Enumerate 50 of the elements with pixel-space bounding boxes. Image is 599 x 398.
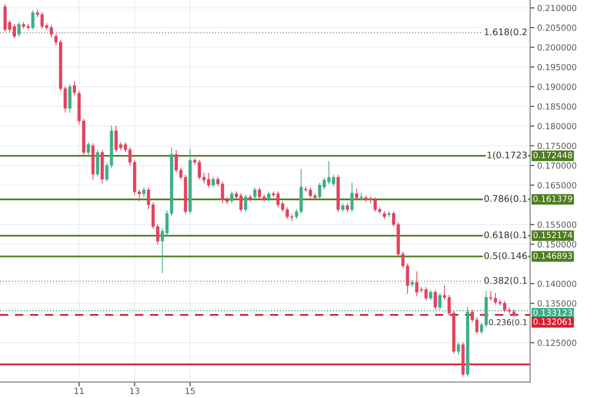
y-tick-label: 0.190000 (538, 84, 576, 90)
candlestick (17, 22, 21, 37)
ref-line-label: 0.133123 (533, 309, 572, 316)
x-tick-label: 11 (74, 388, 84, 394)
candlestick (387, 211, 391, 218)
y-tick-label: 0.170000 (538, 162, 576, 169)
candlestick (253, 187, 256, 200)
candlestick (212, 176, 215, 188)
candlestick (410, 280, 414, 287)
y-tick-label: 0.180000 (538, 123, 576, 130)
y-tick-label: 0.195000 (538, 64, 576, 70)
annotation: 0.618(0.1 (484, 231, 527, 240)
annotation: 0.786(0.1 (484, 195, 527, 204)
y-tick-label: 0.150000 (538, 241, 576, 248)
x-tick-label: 13 (130, 388, 140, 394)
y-tick-label: 0.155000 (538, 222, 576, 228)
ref-line-label: 0.132061 (533, 318, 572, 325)
y-tick-label: 0.175000 (538, 142, 576, 150)
candlestick (31, 10, 34, 30)
candlestick (350, 182, 354, 212)
y-tick-label: 0.185000 (538, 103, 576, 110)
y-tick-label: 0.205000 (538, 24, 576, 31)
candlestick (142, 187, 146, 198)
annotation: 1(0.1723 (488, 151, 527, 160)
candlestick (68, 84, 72, 113)
candlestick (96, 150, 100, 176)
y-tick-label: 0.200000 (538, 44, 576, 51)
ref-line-label: 0.146893 (533, 252, 572, 259)
candlestick (355, 188, 358, 200)
candlestick (429, 290, 432, 301)
ref-line-label: 0.172448 (533, 152, 572, 158)
y-tick-label: 0.140000 (538, 280, 576, 287)
candlestick (434, 290, 437, 310)
annotation: 0.236(0.1 (488, 319, 527, 326)
candlestick (267, 191, 270, 202)
candlestick (86, 142, 90, 155)
y-tick-label: 0.135000 (538, 300, 576, 307)
annotation: 1.618(0.2 (484, 28, 527, 36)
candlestick (230, 191, 234, 204)
ref-line-label: 0.152174 (533, 232, 572, 238)
candlestick (456, 342, 460, 355)
candlestick (72, 81, 76, 95)
y-tick-label: 0.165000 (538, 182, 576, 188)
ref-line-label: 0.161379 (533, 196, 572, 202)
y-tick-label: 0.210000 (538, 4, 576, 12)
annotation: 0.5(0.146 (484, 252, 527, 260)
annotation: 0.382(0.1 (484, 276, 527, 285)
candlestick (244, 194, 248, 212)
y-tick-label: 0.125000 (538, 340, 576, 346)
x-tick-label: 15 (186, 388, 195, 394)
